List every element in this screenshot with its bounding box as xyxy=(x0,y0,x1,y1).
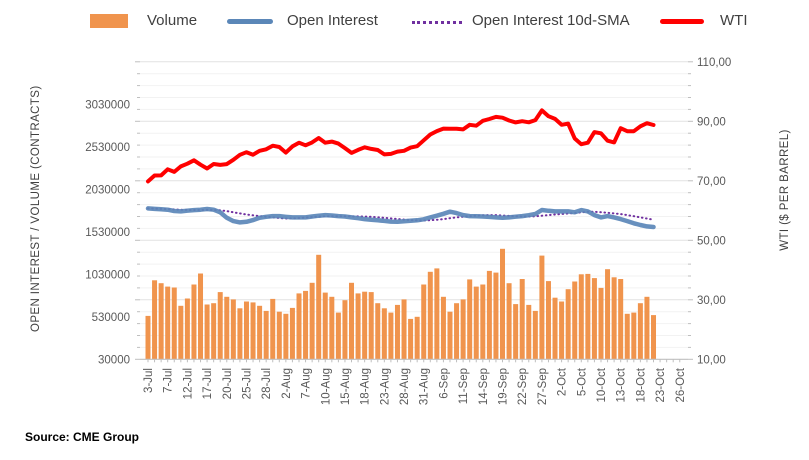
svg-text:3-Jul: 3-Jul xyxy=(143,368,155,393)
svg-text:10,00: 10,00 xyxy=(697,354,726,366)
legend-label-volume: Volume xyxy=(147,12,198,29)
svg-text:2-Aug: 2-Aug xyxy=(281,368,293,399)
svg-text:11-Sep: 11-Sep xyxy=(458,368,470,404)
legend-item-oi-sma: Open Interest 10d-SMA xyxy=(412,10,652,34)
svg-text:25-Jul: 25-Jul xyxy=(241,368,253,399)
open-interest-line xyxy=(145,206,656,230)
svg-text:12-Jul: 12-Jul xyxy=(182,368,194,399)
volume-swatch-icon xyxy=(90,14,128,28)
svg-text:15-Aug: 15-Aug xyxy=(340,368,352,405)
svg-text:18-Aug: 18-Aug xyxy=(360,368,372,405)
svg-text:2030000: 2030000 xyxy=(85,184,130,196)
svg-text:18-Oct: 18-Oct xyxy=(635,367,647,402)
svg-text:530000: 530000 xyxy=(92,312,130,324)
legend-label-wti: WTI xyxy=(720,12,748,29)
svg-text:1530000: 1530000 xyxy=(85,227,130,239)
svg-text:110,00: 110,00 xyxy=(697,57,731,69)
svg-text:70,00: 70,00 xyxy=(697,176,726,188)
svg-text:31-Aug: 31-Aug xyxy=(419,368,431,405)
svg-text:20-Jul: 20-Jul xyxy=(222,368,234,399)
oi-sma-swatch-icon xyxy=(412,21,462,24)
svg-text:23-Oct: 23-Oct xyxy=(655,367,667,402)
open-interest-swatch-icon xyxy=(227,19,273,24)
legend-item-open-interest: Open Interest xyxy=(227,10,387,34)
x-axis xyxy=(140,358,688,363)
svg-text:2530000: 2530000 xyxy=(85,142,130,154)
wti-swatch-icon xyxy=(660,19,704,24)
wti-line xyxy=(146,108,656,184)
svg-text:23-Aug: 23-Aug xyxy=(379,368,391,405)
svg-text:7-Aug: 7-Aug xyxy=(301,368,313,399)
svg-text:10-Oct: 10-Oct xyxy=(596,367,608,402)
volume-bars xyxy=(145,248,657,360)
svg-text:22-Sep: 22-Sep xyxy=(517,368,529,405)
svg-text:50,00: 50,00 xyxy=(697,235,726,247)
svg-text:17-Jul: 17-Jul xyxy=(202,368,214,399)
legend: Volume Open Interest Open Interest 10d-S… xyxy=(0,0,809,40)
svg-text:28-Jul: 28-Jul xyxy=(261,368,273,399)
svg-text:30000: 30000 xyxy=(98,354,130,366)
legend-item-volume: Volume xyxy=(90,10,200,34)
svg-text:27-Sep: 27-Sep xyxy=(537,368,549,405)
svg-text:14-Sep: 14-Sep xyxy=(478,368,490,405)
svg-text:28-Aug: 28-Aug xyxy=(399,368,411,405)
right-axis-labels: 110,00 90,00 70,00 50,00 30,00 10,00 xyxy=(697,57,731,366)
svg-text:90,00: 90,00 xyxy=(697,116,726,128)
svg-text:2-Oct: 2-Oct xyxy=(557,367,569,396)
svg-text:6-Sep: 6-Sep xyxy=(438,368,450,399)
svg-text:10-Aug: 10-Aug xyxy=(320,368,332,405)
source-note: Source: CME Group xyxy=(25,430,140,444)
left-axis-labels: 3030000 2530000 2030000 1530000 1030000 53000… xyxy=(85,99,130,366)
svg-text:30,00: 30,00 xyxy=(697,295,726,307)
svg-text:26-Oct: 26-Oct xyxy=(675,367,687,402)
y-axis-ticks xyxy=(135,61,693,360)
svg-text:19-Sep: 19-Sep xyxy=(498,368,510,405)
svg-text:7-Jul: 7-Jul xyxy=(163,368,175,393)
svg-text:13-Oct: 13-Oct xyxy=(616,367,628,402)
svg-text:3030000: 3030000 xyxy=(85,99,130,111)
svg-text:5-Oct: 5-Oct xyxy=(576,367,588,396)
svg-text:1030000: 1030000 xyxy=(85,269,130,281)
x-axis-labels: 3-Jul 7-Jul 12-Jul 17-Jul 20-Jul 25-Jul 28-Jul… xyxy=(143,367,687,405)
legend-item-wti: WTI xyxy=(660,10,760,34)
legend-label-oi-sma: Open Interest 10d-SMA xyxy=(472,12,630,29)
legend-label-open-interest: Open Interest xyxy=(287,12,378,29)
